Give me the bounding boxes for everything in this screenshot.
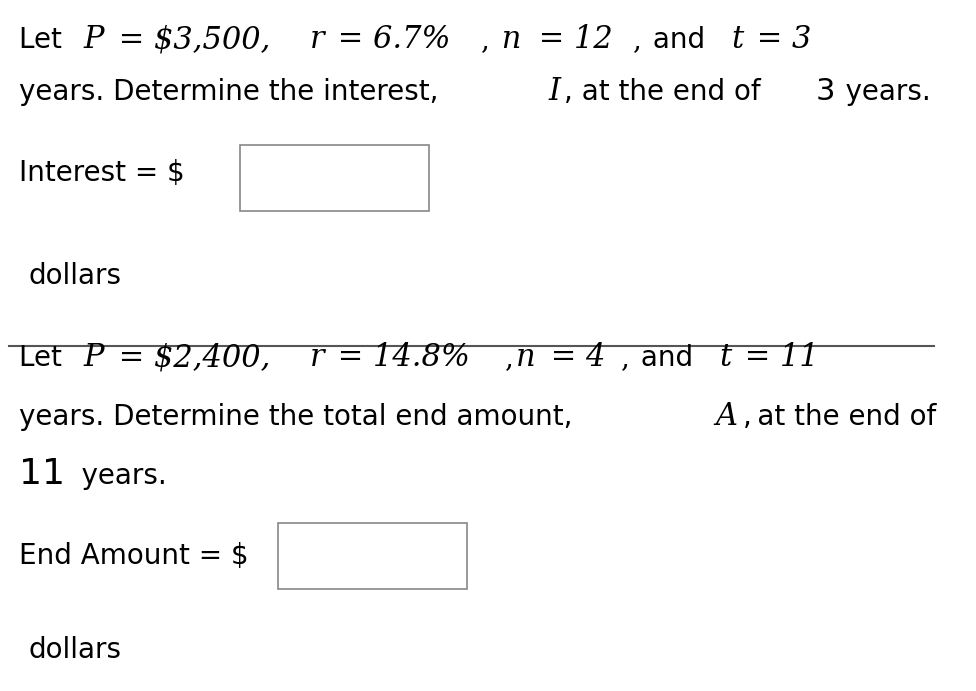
Text: ,: , xyxy=(621,346,630,372)
Text: = 3: = 3 xyxy=(747,24,811,55)
Text: Interest = $: Interest = $ xyxy=(19,159,184,187)
Text: , at the end of: , at the end of xyxy=(743,403,936,431)
Text: Let: Let xyxy=(19,26,70,55)
Text: and: and xyxy=(644,26,714,55)
Text: P: P xyxy=(83,342,103,373)
Text: = $2,400,: = $2,400, xyxy=(109,342,270,373)
Text: , at the end of: , at the end of xyxy=(564,78,766,106)
Text: P: P xyxy=(83,24,103,55)
Text: 11: 11 xyxy=(19,457,64,491)
Text: dollars: dollars xyxy=(28,636,121,663)
Text: Let: Let xyxy=(19,344,70,372)
Text: = 12: = 12 xyxy=(529,24,613,55)
Text: n: n xyxy=(516,342,536,373)
Text: years. Determine the interest,: years. Determine the interest, xyxy=(19,78,444,106)
Text: dollars: dollars xyxy=(28,263,121,290)
Text: r: r xyxy=(310,342,325,373)
Text: = 11: = 11 xyxy=(735,342,819,373)
Text: = 4: = 4 xyxy=(541,342,605,373)
FancyBboxPatch shape xyxy=(240,145,429,211)
Text: r: r xyxy=(310,24,325,55)
Text: 3: 3 xyxy=(816,77,835,106)
Text: End Amount = $: End Amount = $ xyxy=(19,542,248,570)
Text: t: t xyxy=(719,342,732,373)
Text: ,: , xyxy=(633,28,642,55)
Text: = 14.8%: = 14.8% xyxy=(328,342,470,373)
Text: n: n xyxy=(492,24,521,55)
Text: = $3,500,: = $3,500, xyxy=(109,24,270,55)
Text: and: and xyxy=(632,344,702,372)
Text: ,: , xyxy=(481,28,490,55)
Text: = 6.7%: = 6.7% xyxy=(328,24,451,55)
Text: ,: , xyxy=(506,346,514,372)
Text: years.: years. xyxy=(840,78,931,106)
Text: years.: years. xyxy=(76,462,167,490)
Text: years. Determine the total end amount,: years. Determine the total end amount, xyxy=(19,403,578,431)
Text: I: I xyxy=(549,76,561,107)
Text: t: t xyxy=(732,24,744,55)
Text: A: A xyxy=(715,401,738,432)
FancyBboxPatch shape xyxy=(278,523,467,589)
